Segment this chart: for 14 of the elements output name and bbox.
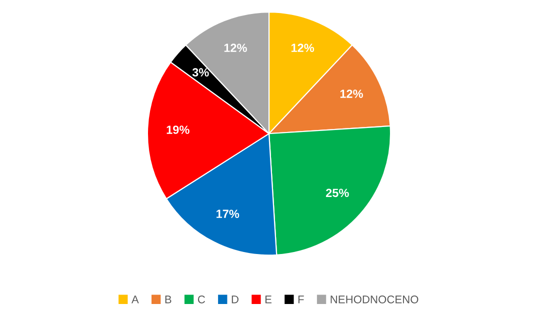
legend-label: B [165,296,172,304]
legend-label: E [265,296,272,304]
data-label: 12% [224,44,247,52]
data-label: 19% [166,126,190,134]
legend-label: NEHODNOCENO [330,295,418,304]
data-label: 17% [216,210,240,218]
data-label: 12% [340,90,363,98]
data-label: 25% [326,188,349,198]
data-label: 3% [192,68,209,77]
legend-label: C [198,295,205,304]
legend-label: A [131,296,139,304]
legend-label: F [298,296,304,304]
data-label: 12% [291,44,314,52]
legend-label: D [232,296,238,304]
